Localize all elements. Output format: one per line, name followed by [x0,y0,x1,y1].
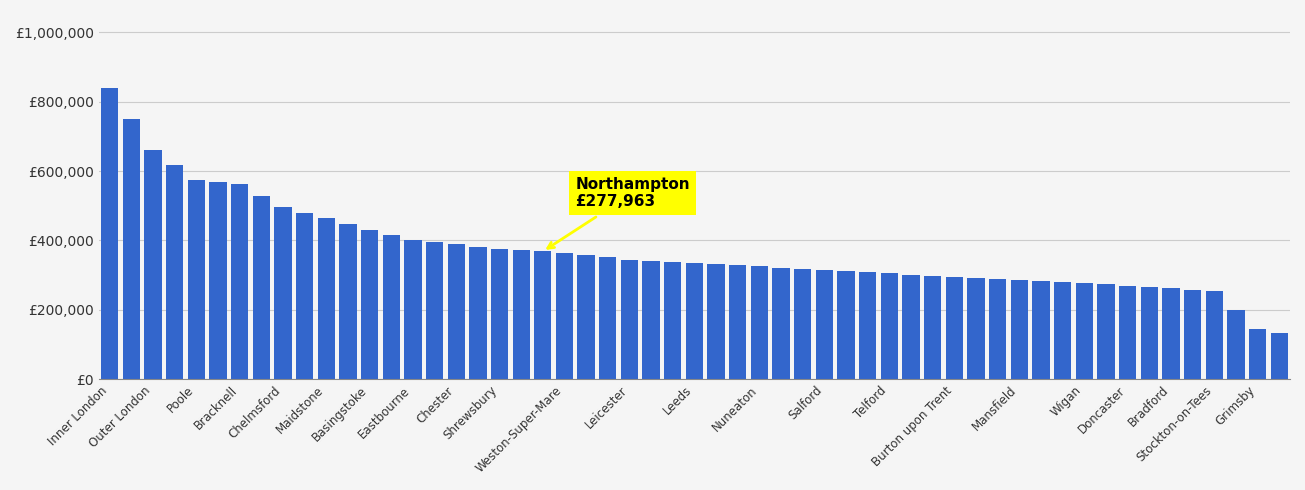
Bar [188,180,205,379]
Bar [838,271,855,379]
Bar [989,279,1006,379]
Bar [1098,284,1114,379]
Bar [924,276,941,379]
Bar [1249,329,1266,379]
Bar [1141,287,1158,379]
Bar [1206,291,1223,379]
Bar [967,278,985,379]
Bar [231,184,248,379]
Bar [166,165,183,379]
Bar [621,260,638,379]
Bar [253,196,270,379]
Bar [361,230,378,379]
Bar [685,263,703,379]
Bar [1032,281,1049,379]
Bar [1163,288,1180,379]
Bar [881,273,898,379]
Bar [382,235,399,379]
Bar [1227,310,1245,379]
Bar [1271,333,1288,379]
Bar [209,182,227,379]
Bar [339,224,356,379]
Bar [448,244,465,379]
Bar [816,270,833,379]
Bar [773,268,790,379]
Bar [100,88,119,379]
Bar [793,269,812,379]
Bar [491,249,508,379]
Bar [1118,286,1137,379]
Bar [425,242,444,379]
Bar [750,267,769,379]
Bar [1010,280,1028,379]
Bar [317,218,335,379]
Bar [1184,290,1201,379]
Text: Northampton
£277,963: Northampton £277,963 [548,177,690,248]
Bar [123,119,140,379]
Bar [1054,282,1071,379]
Bar [534,251,552,379]
Bar [946,277,963,379]
Bar [578,255,595,379]
Bar [902,274,920,379]
Bar [296,213,313,379]
Bar [513,250,530,379]
Bar [599,257,616,379]
Bar [707,264,724,379]
Bar [664,262,681,379]
Bar [274,207,291,379]
Bar [405,241,422,379]
Bar [1075,283,1092,379]
Bar [729,265,746,379]
Bar [470,246,487,379]
Bar [642,261,660,379]
Bar [859,272,877,379]
Bar [556,252,573,379]
Bar [145,150,162,379]
